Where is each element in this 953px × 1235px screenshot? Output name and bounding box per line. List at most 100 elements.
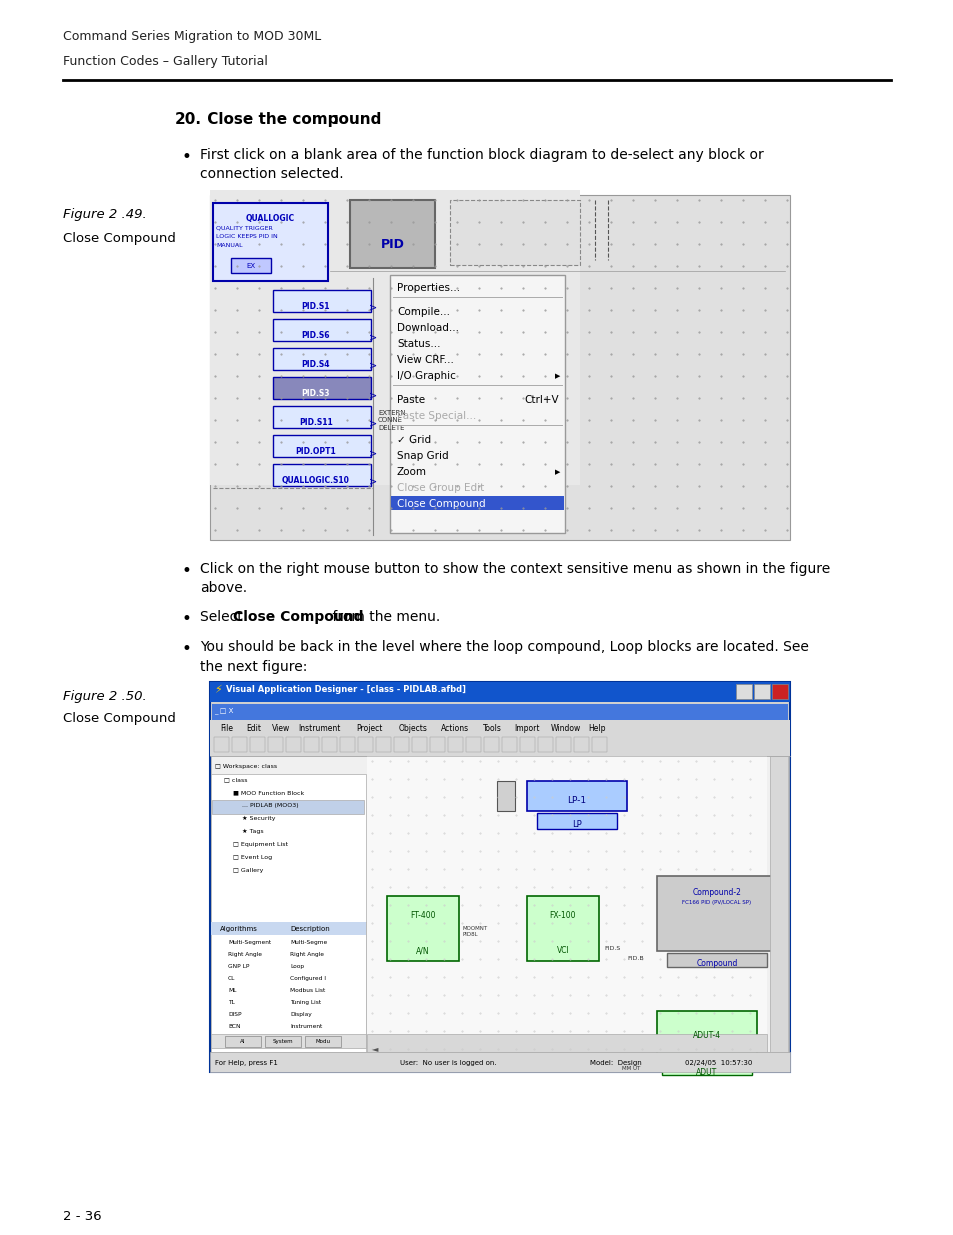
- FancyBboxPatch shape: [322, 737, 336, 752]
- Text: I/O Graphic: I/O Graphic: [396, 370, 456, 382]
- FancyBboxPatch shape: [412, 737, 427, 752]
- FancyBboxPatch shape: [339, 737, 355, 752]
- Text: QUALLOGIC.S10: QUALLOGIC.S10: [282, 475, 350, 485]
- FancyBboxPatch shape: [390, 275, 564, 534]
- Text: EX: EX: [246, 263, 255, 269]
- Text: >: >: [369, 477, 376, 487]
- Text: FID.S: FID.S: [603, 946, 619, 951]
- Text: Function Codes – Gallery Tutorial: Function Codes – Gallery Tutorial: [63, 56, 268, 68]
- Text: from the menu.: from the menu.: [328, 610, 439, 624]
- Text: FID.B: FID.B: [626, 956, 643, 961]
- FancyBboxPatch shape: [273, 464, 371, 487]
- Text: Figure 2 .50.: Figure 2 .50.: [63, 690, 147, 703]
- FancyBboxPatch shape: [211, 923, 366, 935]
- Text: •: •: [182, 562, 192, 580]
- Text: Close Compound: Close Compound: [63, 713, 175, 725]
- FancyBboxPatch shape: [483, 737, 498, 752]
- FancyBboxPatch shape: [231, 258, 271, 273]
- Text: _ □ X: _ □ X: [213, 706, 233, 714]
- FancyBboxPatch shape: [350, 200, 435, 268]
- Text: Zoom: Zoom: [396, 467, 427, 477]
- Text: >: >: [369, 303, 376, 312]
- FancyBboxPatch shape: [273, 319, 371, 341]
- FancyBboxPatch shape: [450, 200, 579, 266]
- Text: :: :: [332, 112, 338, 127]
- FancyBboxPatch shape: [211, 923, 366, 1037]
- Text: PID.S4: PID.S4: [301, 359, 330, 369]
- FancyBboxPatch shape: [273, 406, 371, 429]
- Text: VCI: VCI: [556, 946, 569, 955]
- Text: ADUT-4: ADUT-4: [692, 1031, 720, 1040]
- Text: Instrument: Instrument: [298, 724, 340, 734]
- Text: ML: ML: [228, 988, 236, 993]
- FancyBboxPatch shape: [268, 737, 283, 752]
- FancyBboxPatch shape: [501, 737, 517, 752]
- FancyBboxPatch shape: [657, 1011, 757, 1061]
- Text: ★ Security: ★ Security: [242, 816, 275, 821]
- Text: Close Group Edit: Close Group Edit: [396, 483, 484, 493]
- Text: •: •: [182, 610, 192, 629]
- Text: >: >: [369, 419, 376, 429]
- Text: Select: Select: [200, 610, 247, 624]
- FancyBboxPatch shape: [661, 1063, 751, 1074]
- Text: >: >: [369, 448, 376, 458]
- Text: FX-100: FX-100: [549, 911, 576, 920]
- Text: Actions: Actions: [440, 724, 469, 734]
- FancyBboxPatch shape: [592, 737, 606, 752]
- FancyBboxPatch shape: [771, 684, 787, 699]
- FancyBboxPatch shape: [210, 682, 789, 701]
- Text: GNP LP: GNP LP: [228, 965, 250, 969]
- Text: MOOMNT
PID8L: MOOMNT PID8L: [462, 926, 488, 937]
- FancyBboxPatch shape: [210, 195, 789, 540]
- Text: Tuning List: Tuning List: [290, 1000, 321, 1005]
- FancyBboxPatch shape: [210, 1052, 789, 1072]
- Text: Instrument: Instrument: [290, 1024, 322, 1029]
- Text: View CRF...: View CRF...: [396, 354, 454, 366]
- Text: Help: Help: [587, 724, 605, 734]
- Text: Edit: Edit: [246, 724, 261, 734]
- FancyBboxPatch shape: [526, 897, 598, 961]
- FancyBboxPatch shape: [211, 756, 788, 1052]
- Text: You should be back in the level where the loop compound, Loop blocks are located: You should be back in the level where th…: [200, 640, 808, 673]
- Text: A/N: A/N: [416, 946, 430, 955]
- FancyBboxPatch shape: [273, 435, 371, 457]
- FancyBboxPatch shape: [210, 720, 789, 734]
- Text: File: File: [220, 724, 233, 734]
- Text: View: View: [273, 724, 291, 734]
- Text: Right Angle: Right Angle: [228, 952, 262, 957]
- Text: □ Event Log: □ Event Log: [233, 855, 272, 860]
- FancyBboxPatch shape: [213, 737, 229, 752]
- FancyBboxPatch shape: [273, 290, 371, 312]
- Text: ■ MOO Function Block: ■ MOO Function Block: [233, 790, 304, 795]
- Text: MM UT: MM UT: [621, 1066, 639, 1071]
- Text: ◄: ◄: [372, 1044, 378, 1053]
- Text: ⚡: ⚡: [213, 685, 221, 695]
- Text: ▶: ▶: [554, 373, 559, 379]
- Text: PID.OPT1: PID.OPT1: [295, 447, 336, 456]
- Text: 02/24/05  10:57:30: 02/24/05 10:57:30: [684, 1060, 752, 1066]
- Text: BCN: BCN: [228, 1024, 240, 1029]
- FancyBboxPatch shape: [519, 737, 535, 752]
- FancyBboxPatch shape: [211, 1034, 366, 1049]
- Text: EXTERN
CONNE
DELETE: EXTERN CONNE DELETE: [377, 410, 405, 431]
- Text: MANUAL: MANUAL: [215, 243, 242, 248]
- Text: Description: Description: [290, 926, 330, 932]
- Text: LP-1: LP-1: [567, 797, 586, 805]
- Text: LOGIC KEEPS PID IN: LOGIC KEEPS PID IN: [215, 233, 277, 240]
- FancyBboxPatch shape: [537, 737, 553, 752]
- Text: Project: Project: [356, 724, 382, 734]
- Text: ADUT: ADUT: [696, 1068, 717, 1077]
- Text: >: >: [369, 361, 376, 370]
- Text: Status...: Status...: [396, 338, 440, 350]
- Text: PID.S3: PID.S3: [301, 389, 330, 398]
- Text: Tools: Tools: [482, 724, 501, 734]
- Text: DISP: DISP: [228, 1011, 241, 1016]
- Text: 20.: 20.: [174, 112, 202, 127]
- Text: Loop: Loop: [290, 965, 304, 969]
- FancyBboxPatch shape: [537, 813, 617, 829]
- Text: First click on a blank area of the function block diagram to de-select any block: First click on a blank area of the funct…: [200, 148, 763, 182]
- Text: •: •: [182, 148, 192, 165]
- Text: User:  No user is logged on.: User: No user is logged on.: [399, 1060, 497, 1066]
- FancyBboxPatch shape: [211, 774, 366, 1052]
- FancyBboxPatch shape: [210, 734, 789, 756]
